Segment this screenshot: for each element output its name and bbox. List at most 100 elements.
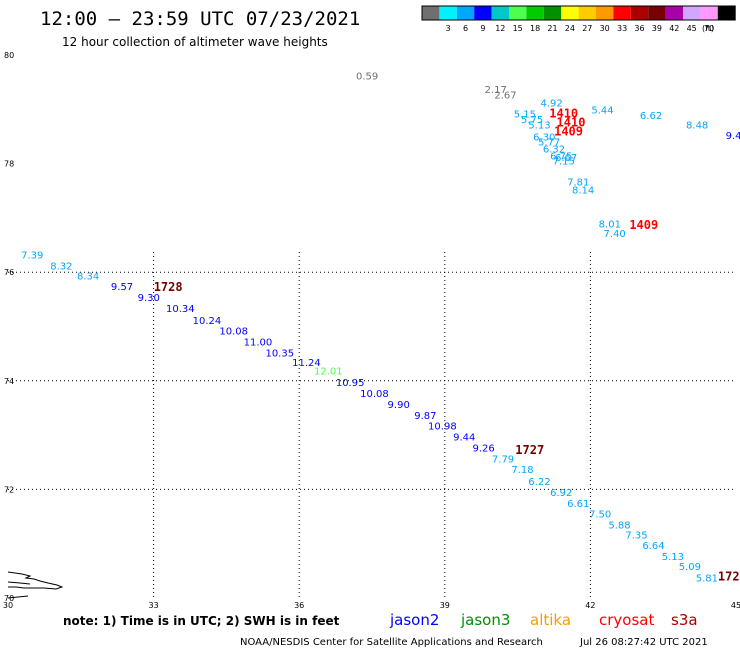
- page-subtitle: 12 hour collection of altimeter wave hei…: [62, 35, 328, 49]
- colorbar-swatch: [456, 6, 475, 20]
- wave-height-value: 10.08: [360, 389, 389, 400]
- colorbar-unit: (ft): [702, 24, 714, 33]
- legend-cryosat: cryosat: [599, 611, 654, 629]
- satellite-legend: jason2 jason3 altika cryosat s3a: [389, 611, 698, 629]
- wave-height-value: 10.34: [166, 304, 195, 315]
- wave-height-value: 8.32: [50, 261, 72, 272]
- pass-time-label: 1410: [549, 106, 578, 120]
- colorbar-swatch: [491, 6, 509, 20]
- wave-height-value: 9.57: [111, 282, 133, 293]
- wave-height-value: 5.44: [591, 106, 613, 117]
- wave-height-value: 5.15: [514, 109, 536, 120]
- colorbar-swatch: [578, 6, 596, 20]
- wave-height-value: 6.30: [533, 132, 555, 143]
- footer-agency: NOAA/NESDIS Center for Satellite Applica…: [240, 637, 543, 648]
- page-title: 12:00 – 23:59 UTC 07/23/2021: [40, 8, 360, 30]
- legend-jason2: jason2: [389, 611, 439, 629]
- wave-height-value: 6.32: [543, 145, 565, 156]
- colorbar-swatch: [474, 6, 492, 20]
- pass-time-label: 1728: [154, 280, 183, 294]
- colorbar-label: 21: [547, 24, 557, 33]
- colorbar-swatch: [717, 6, 736, 20]
- colorbar-label: 6: [463, 24, 468, 33]
- colorbar-label: 18: [530, 24, 540, 33]
- wave-height-value: 5.81: [696, 574, 718, 585]
- colorbar-label: 42: [669, 24, 679, 33]
- colorbar-label: 30: [600, 24, 610, 33]
- wave-height-value: 4.92: [540, 99, 562, 110]
- wave-height-value: 2.67: [494, 90, 516, 101]
- colorbar-swatch: [561, 6, 579, 20]
- wave-height-value: 9.44: [453, 433, 475, 444]
- wave-height-observations: 0.592.172.674.925.155.755.135.44 6.628.48…: [21, 71, 740, 584]
- colorbar-swatch: [665, 6, 683, 20]
- pass-time-label: 1727: [515, 443, 544, 457]
- colorbar-swatch: [648, 6, 666, 20]
- wave-height-value: 11.00: [244, 338, 273, 349]
- colorbar-label: 12: [495, 24, 505, 33]
- wave-height-value: 9.30: [138, 293, 160, 304]
- wave-height-value: 6.62: [640, 111, 662, 122]
- colorbar-swatch: [596, 6, 614, 20]
- footer-timestamp: Jul 26 08:27:42 UTC 2021: [579, 637, 708, 648]
- wave-height-value: 5.13: [528, 120, 550, 131]
- colorbar-swatch: [700, 6, 718, 20]
- legend-jason3: jason3: [460, 611, 510, 629]
- wave-height-value: 7.18: [511, 465, 533, 476]
- wave-height-value: 0.59: [356, 71, 378, 82]
- pass-time-label: 172: [718, 570, 740, 584]
- colorbar-label: 3: [446, 24, 451, 33]
- colorbar-swatch: [422, 6, 440, 20]
- wave-height-value: 6.92: [550, 488, 572, 499]
- lon-tick-label: 39: [440, 601, 450, 610]
- wave-height-value: 2.17: [485, 85, 507, 96]
- colorbar-label: 27: [582, 24, 592, 33]
- wave-height-value: 6.75: [550, 151, 572, 162]
- colorbar-label: 39: [652, 24, 662, 33]
- lat-tick-label: 70: [4, 594, 14, 603]
- wave-height-value: 5.13: [662, 552, 684, 563]
- wave-height-value: 7.81: [567, 177, 589, 188]
- colorbar-swatch: [439, 6, 457, 20]
- lon-tick-label: 36: [294, 601, 304, 610]
- wave-height-value: 12.01: [314, 366, 343, 377]
- colorbar-swatch: [683, 6, 701, 20]
- wave-height-value: 7.15: [553, 157, 575, 168]
- colorbar-label: 45: [687, 24, 697, 33]
- wave-height-value: 10.24: [193, 316, 222, 327]
- lat-tick-label: 76: [4, 268, 14, 277]
- lat-tick-label: 78: [4, 160, 14, 169]
- wave-height-value: 9.87: [414, 411, 436, 422]
- wave-height-value: 10.95: [336, 378, 365, 389]
- colorbar-label: 15: [513, 24, 523, 33]
- wave-height-value: 7.40: [604, 229, 626, 240]
- lon-tick-label: 30: [3, 601, 13, 610]
- colorbar-swatch: [526, 6, 544, 20]
- lon-tick-label: 42: [585, 601, 595, 610]
- lat-tick-label: 72: [4, 485, 14, 494]
- wave-height-value: 10.35: [265, 348, 294, 359]
- wave-height-value: 9.4: [726, 131, 740, 142]
- wave-height-value: 8.34: [77, 271, 99, 282]
- wave-height-value: 6.67: [555, 153, 577, 164]
- legend-altika: altika: [530, 611, 571, 629]
- wave-height-value: 11.24: [292, 358, 321, 369]
- wave-height-value: 10.08: [219, 327, 248, 338]
- wave-height-value: 8.14: [572, 185, 594, 196]
- wave-height-value: 5.75: [521, 115, 543, 126]
- colorbar-swatch: [613, 6, 631, 20]
- coastline-fragment: [7, 571, 64, 599]
- wave-height-value: 8.01: [599, 220, 621, 231]
- colorbar-label: 33: [617, 24, 627, 33]
- wave-height-value: 5.88: [608, 520, 630, 531]
- wave-height-value: 7.35: [625, 530, 647, 541]
- lat-tick-label: 80: [4, 51, 14, 60]
- wave-height-value: 7.79: [492, 454, 514, 465]
- longitude-labels: 30 33 36 39 42 45: [3, 601, 740, 610]
- wave-height-value: 5.77: [538, 138, 560, 149]
- map-grid: [8, 252, 736, 598]
- wave-height-value: 6.61: [567, 499, 589, 510]
- pass-time-label: 1410: [557, 116, 586, 130]
- wave-height-value: 6.64: [642, 541, 664, 552]
